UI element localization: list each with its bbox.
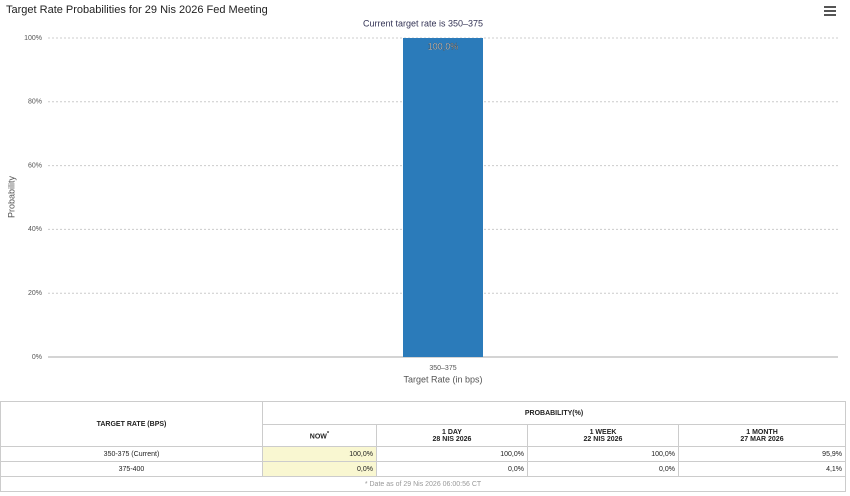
y-tick-label: 40% — [28, 226, 42, 233]
probability-cell: 100,0% — [527, 446, 679, 462]
probability-table: TARGET RATE (BPS) PROBABILITY(%) NOW* 1 D… — [0, 401, 847, 492]
column-label: 1 WEEK — [589, 428, 617, 436]
y-tick-label: 20% — [28, 290, 42, 297]
row-label: 350-375 (Current) — [0, 446, 263, 462]
probability-cell: 100,0% — [376, 446, 528, 462]
table-row: 375-400 0,0% 0,0% 0,0% 4,1% — [0, 461, 847, 477]
y-axis-label: Probability — [6, 175, 16, 218]
column-label: NOW — [309, 433, 327, 441]
column-label: 1 MONTH — [746, 428, 778, 436]
column-header: 1 WEEK 22 NIS 2026 — [527, 424, 679, 447]
row-label: 375-400 — [0, 461, 263, 477]
column-header: NOW* — [262, 424, 377, 447]
y-tick-label: 60% — [28, 162, 42, 169]
table-row: 350-375 (Current) 100,0% 100,0% 100,0% 95,9% — [0, 446, 847, 462]
header-cell: PROBABILITY(%) — [261, 401, 847, 425]
column-header: 1 MONTH 27 MAR 2026 — [677, 424, 847, 447]
column-header: 1 DAY 28 NIS 2026 — [376, 424, 528, 447]
probability-cell: 0,0% — [527, 461, 679, 477]
probability-cell: 0,0% — [262, 461, 377, 477]
column-marker: * — [326, 430, 330, 437]
value-label: 100,0% — [428, 41, 459, 51]
menu-button[interactable] — [824, 6, 836, 16]
column-date: 28 NIS 2026 — [432, 435, 472, 443]
y-tick-label: 100% — [24, 35, 42, 42]
chart-title: Target Rate Probabilities for 29 Nis 202… — [6, 4, 268, 16]
y-tick-label: 0% — [32, 354, 42, 361]
bar — [403, 38, 483, 357]
probability-cell: 0,0% — [376, 461, 528, 477]
footnote: * Date as of 29 Nis 2026 06:00:56 CT — [0, 476, 847, 492]
chart: Target Rate Probabilities for 29 Nis 202… — [6, 4, 838, 384]
x-axis-label: Target Rate (in bps) — [403, 374, 482, 384]
header-cell: TARGET RATE (BPS) — [0, 401, 263, 447]
probability-cell: 4,1% — [677, 461, 847, 477]
x-tick-label: 350–375 — [429, 365, 456, 372]
column-date: 27 MAR 2026 — [740, 435, 784, 443]
probability-cell: 95,9% — [677, 446, 847, 462]
column-label: 1 DAY — [442, 428, 462, 436]
chart-subtitle: Current target rate is 350–375 — [363, 18, 483, 28]
y-tick-label: 80% — [28, 99, 42, 106]
probability-cell: 100,0% — [262, 446, 377, 462]
column-date: 22 NIS 2026 — [583, 435, 623, 443]
